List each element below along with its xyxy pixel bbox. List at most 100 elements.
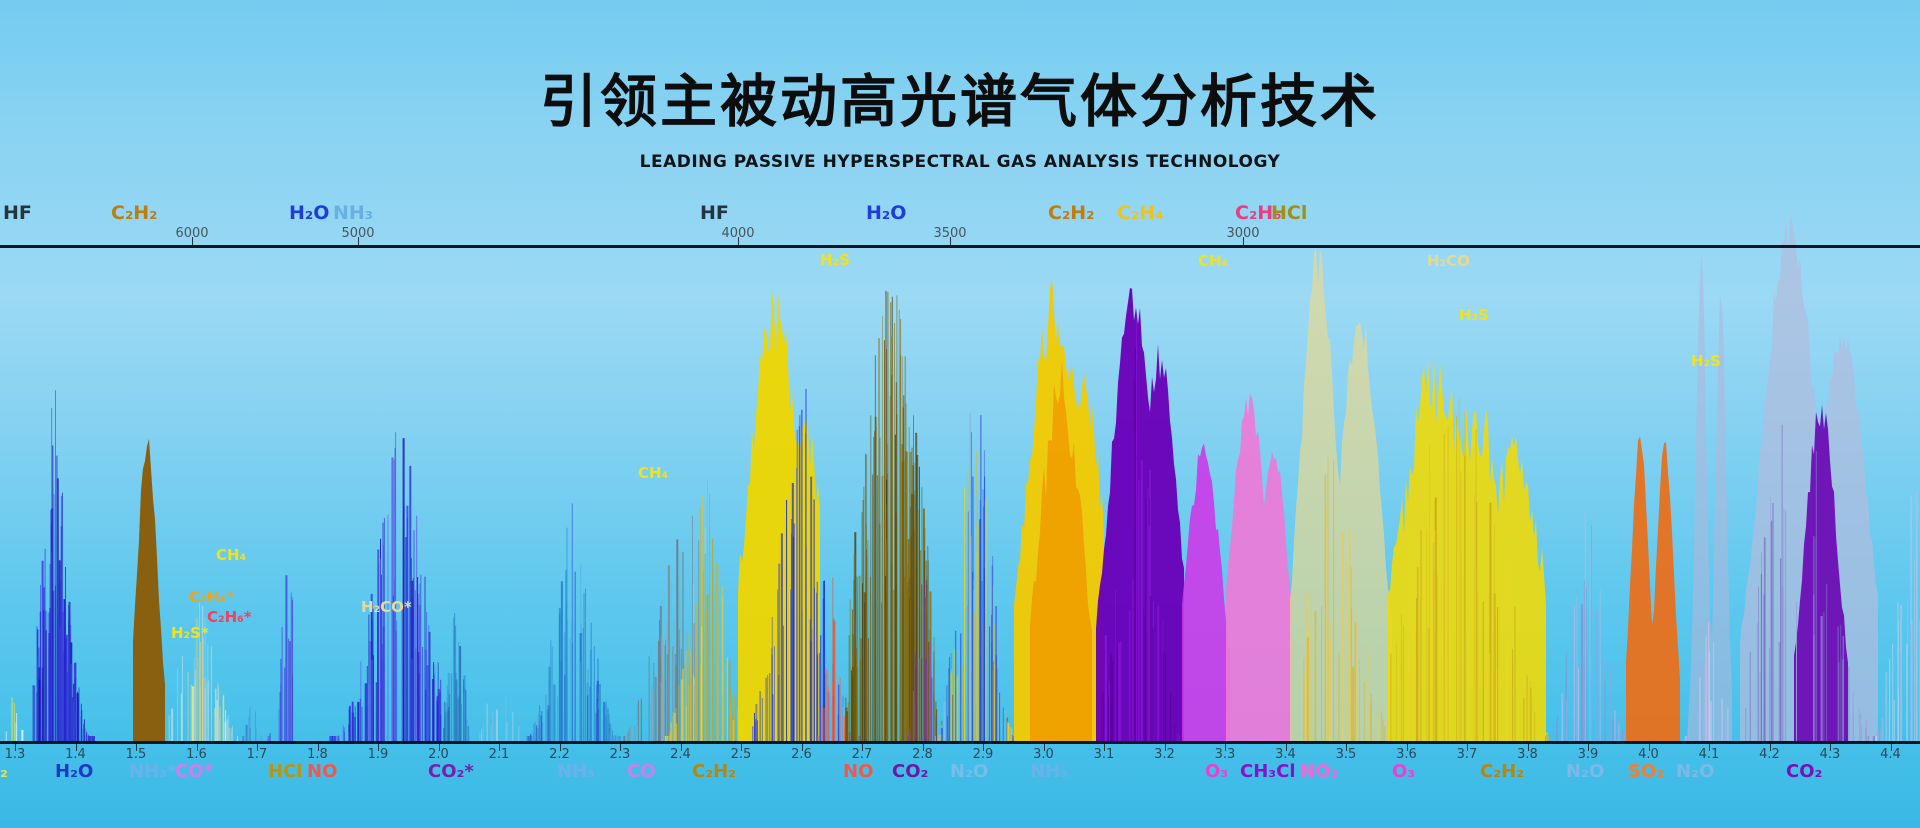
band-h2co-3p55-lines xyxy=(1303,456,1386,742)
bottom-axis-ticklabel-3.7: 3.7 xyxy=(1456,747,1478,762)
band-teal-1p68 xyxy=(242,705,262,742)
bottom-axis-ticklabel-3.3: 3.3 xyxy=(1214,747,1236,762)
chart-gas-label-ch: CH₄ xyxy=(1198,252,1229,270)
bottom-axis-tick-4.1 xyxy=(1709,744,1710,751)
bottom-axis-tick-1.5 xyxy=(136,744,137,751)
bottom-axis-ticklabel-2.3: 2.3 xyxy=(609,747,631,762)
band-brown-1p5 xyxy=(133,438,165,742)
bottom-axis-tick-3.1 xyxy=(1104,744,1105,751)
top-gas-label-h-o: H₂O xyxy=(289,202,330,224)
band-blue-1p78 xyxy=(267,575,293,742)
bottom-gas-label-n-o: N₂O xyxy=(1566,761,1605,782)
bottom-gas-label-c-h: C₂H₂ xyxy=(1480,761,1525,782)
chart-gas-label-h-s: H₂S xyxy=(820,251,850,269)
band-ch4-3p25 xyxy=(1014,277,1104,742)
bottom-gas-label-co: CO* xyxy=(175,761,213,782)
band-left-edge-bits xyxy=(5,697,24,742)
bottom-axis-tick-4.4 xyxy=(1890,744,1892,751)
bottom-axis-tick-3.9 xyxy=(1588,744,1589,751)
bottom-axis-tick-2.9 xyxy=(983,744,984,751)
bottom-axis-ticklabel-4.3: 4.3 xyxy=(1819,747,1841,762)
bottom-axis-ticklabel-2.4: 2.4 xyxy=(670,747,691,762)
bottom-axis-ticklabel-3.5: 3.5 xyxy=(1335,747,1357,762)
band-sparse-2p1 xyxy=(479,696,520,742)
bottom-gas-label-co: CO₂ xyxy=(892,761,929,782)
bottom-axis-tick-1.7 xyxy=(257,744,258,751)
band-co2-2p75-dark xyxy=(845,290,938,742)
bottom-axis-ticklabel-1.5: 1.5 xyxy=(125,747,147,762)
bottom-gas-label-n-o: N₂O xyxy=(950,761,989,782)
bottom-axis-tick-1.4 xyxy=(75,744,77,751)
bottom-axis-tick-3.3 xyxy=(1225,744,1226,751)
band-h2s-2p55 xyxy=(738,290,820,742)
bottom-axis-tick-2.2 xyxy=(559,744,561,751)
top-axis-tick-3500 xyxy=(950,237,951,245)
page-title: 引领主被动高光谱气体分析技术 xyxy=(540,69,1380,135)
top-gas-label-c-h: C₂H₆ xyxy=(1235,202,1282,224)
bottom-gas-label-nh: NH₃ xyxy=(557,761,596,782)
bottom-gas-label-so: SO₂ xyxy=(1628,761,1665,782)
bottom-axis-tick-3.5 xyxy=(1346,744,1347,751)
top-gas-label-c-h: C₂H₂ xyxy=(1048,202,1095,224)
bottom-axis-tick-2.8 xyxy=(922,744,924,751)
band-pale-4p08 xyxy=(1688,254,1732,742)
chart-gas-label-ch: CH₄ xyxy=(638,464,669,482)
bottom-axis-ticklabel-2.8: 2.8 xyxy=(912,747,933,762)
bottom-axis-tick-3.8 xyxy=(1527,744,1529,751)
bottom-axis-ticklabel-4.4: 4.4 xyxy=(1880,747,1901,762)
chart-gas-label-h-co: H₂CO* xyxy=(361,598,412,616)
bottom-axis-tick-2.7 xyxy=(862,744,863,751)
bottom-axis-ticklabel-2.1: 2.1 xyxy=(488,747,510,762)
top-gas-label-c-h: C₂H₄ xyxy=(1117,202,1164,224)
band-co2-4p25-streaks xyxy=(1745,424,1876,742)
bottom-axis-ticklabel-1.7: 1.7 xyxy=(246,747,268,762)
top-axis-ticklabel-5000: 5000 xyxy=(341,226,375,241)
bottom-gas-label-no: NO₂ xyxy=(1300,761,1339,782)
chart-gas-label-h-co: H₂CO xyxy=(1427,252,1470,270)
top-axis-ticklabel-6000: 6000 xyxy=(175,226,209,241)
bottom-axis-tick-3.4 xyxy=(1285,744,1287,751)
bottom-axis-ticklabel-2.2: 2.2 xyxy=(549,747,570,762)
bottom-axis-tick-3.6 xyxy=(1406,744,1408,751)
band-n2o-4p1 xyxy=(1684,622,1729,742)
bottom-gas-label-co: CO₂* xyxy=(428,761,474,782)
bottom-axis-tick-3.2 xyxy=(1164,744,1166,751)
bottom-gas-label-hcl: HCl xyxy=(268,761,303,782)
bottom-gas-label-o: O₃ xyxy=(1392,761,1416,782)
bottom-axis-ticklabel-1.9: 1.9 xyxy=(367,747,389,762)
bottom-gas-label-no: NO xyxy=(843,761,874,782)
chart-gas-label-h-s: H₂S xyxy=(1691,352,1721,370)
bottom-axis-ticklabel-1.8: 1.8 xyxy=(307,747,328,762)
bottom-axis-tick-4.2 xyxy=(1769,744,1771,751)
bottom-axis-ticklabel-4.2: 4.2 xyxy=(1759,747,1780,762)
bottom-axis-tick-2.3 xyxy=(620,744,621,751)
band-gray-2p35 xyxy=(623,515,700,742)
band-yellow-3p75 xyxy=(1388,356,1546,742)
band-ch3cl-streaks xyxy=(1101,314,1180,742)
bottom-axis-tick-2.6 xyxy=(801,744,803,751)
band-so2-4p0 xyxy=(1626,436,1680,742)
bottom-gas-label-n-o: N₂O xyxy=(1676,761,1715,782)
bottom-axis-tick-1.3 xyxy=(15,744,16,751)
chart-gas-label-h-s: H₂S xyxy=(1459,306,1489,324)
chart-gas-label-c-h: C₂H₄* xyxy=(189,588,234,606)
bottom-axis-tick-1.8 xyxy=(317,744,319,751)
bottom-axis-ticklabel-3.9: 3.9 xyxy=(1577,747,1599,762)
bottom-axis-ticklabel-3.0: 3.0 xyxy=(1033,747,1054,762)
top-axis-line xyxy=(0,245,1920,248)
bottom-axis-tick-3.0 xyxy=(1043,744,1045,751)
top-axis-ticklabel-4000: 4000 xyxy=(721,226,755,241)
bottom-axis-ticklabel-1.4: 1.4 xyxy=(65,747,86,762)
bottom-axis-tick-3.7 xyxy=(1467,744,1468,751)
bottom-axis-tick-2.5 xyxy=(741,744,742,751)
bottom-gas-label-x: ₂ xyxy=(0,761,8,782)
band-no-2p7 xyxy=(817,577,849,742)
bottom-axis-ticklabel-2.7: 2.7 xyxy=(851,747,873,762)
top-axis-tick-6000 xyxy=(192,237,193,245)
chart-gas-label-c-h: C₂H₆* xyxy=(207,608,252,626)
bottom-axis-ticklabel-3.1: 3.1 xyxy=(1093,747,1115,762)
band-h2o-1p38 xyxy=(32,390,95,742)
bottom-axis-ticklabel-2.0: 2.0 xyxy=(428,747,449,762)
bottom-gas-label-co: CO₂ xyxy=(1786,761,1823,782)
